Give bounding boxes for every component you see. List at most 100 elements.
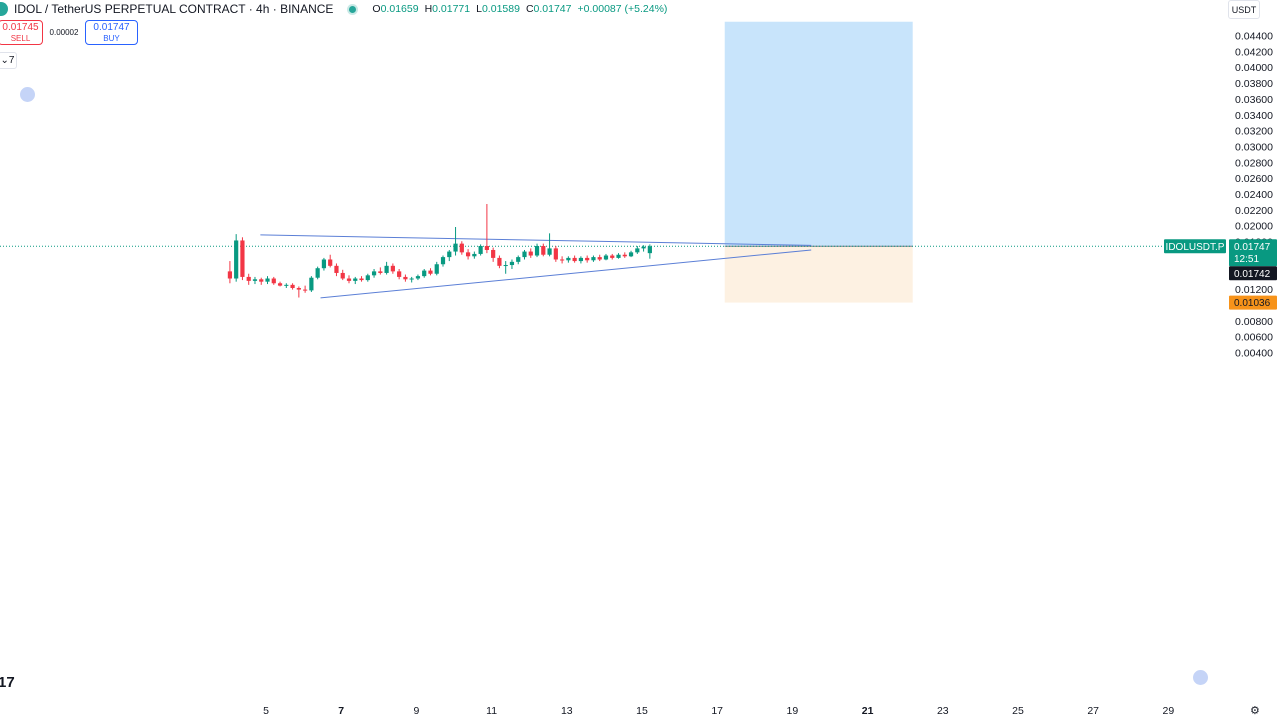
bid-price-tag[interactable]: [1229, 266, 1277, 281]
candle[interactable]: [585, 255, 590, 263]
tradingview-logo[interactable]: 17: [0, 674, 15, 691]
candle[interactable]: [409, 276, 414, 283]
candle[interactable]: [560, 256, 565, 264]
candle[interactable]: [572, 255, 577, 263]
candle[interactable]: [365, 273, 370, 282]
x-axis-tick-label: 15: [636, 705, 648, 716]
candle[interactable]: [472, 251, 477, 259]
candle[interactable]: [516, 255, 521, 265]
stop-loss-zone[interactable]: [724, 246, 913, 303]
candle[interactable]: [390, 263, 395, 274]
sell-button[interactable]: 0.01745 SELL: [0, 20, 43, 45]
candle[interactable]: [491, 247, 496, 262]
candle[interactable]: [328, 254, 333, 268]
candle[interactable]: [459, 241, 464, 255]
candle[interactable]: [547, 233, 552, 257]
trendline-lower[interactable]: [320, 249, 812, 299]
candle[interactable]: [591, 255, 596, 262]
symbol-price-tag[interactable]: [1164, 239, 1226, 254]
indicator-count: 7: [8, 55, 15, 66]
candle[interactable]: [503, 261, 508, 274]
candle[interactable]: [440, 255, 446, 267]
last-price-tag[interactable]: [1229, 239, 1277, 267]
candle-body: [309, 277, 314, 291]
candle[interactable]: [340, 269, 345, 281]
candle[interactable]: [296, 286, 301, 298]
candle[interactable]: [478, 244, 483, 256]
candle[interactable]: [484, 204, 489, 254]
candle[interactable]: [371, 268, 377, 278]
candle[interactable]: [647, 244, 652, 259]
candle[interactable]: [465, 249, 471, 260]
candle[interactable]: [622, 252, 627, 258]
candle[interactable]: [610, 253, 615, 260]
candle[interactable]: [378, 267, 383, 275]
candle[interactable]: [246, 273, 251, 285]
candle[interactable]: [415, 274, 421, 281]
candle[interactable]: [534, 243, 540, 258]
candle[interactable]: [227, 261, 233, 284]
candle[interactable]: [522, 249, 527, 260]
candle[interactable]: [346, 275, 352, 284]
drawing-handle-dot[interactable]: [20, 87, 35, 102]
candle[interactable]: [428, 268, 433, 276]
candle[interactable]: [434, 261, 439, 276]
gear-icon[interactable]: ⚙: [1250, 705, 1260, 717]
candle[interactable]: [453, 226, 458, 256]
candle[interactable]: [240, 237, 245, 281]
y-axis-tick-label: 0.02000: [1235, 221, 1273, 233]
profit-zone[interactable]: [724, 21, 913, 247]
candle[interactable]: [497, 255, 502, 269]
y-axis-tick-label: 0.00400: [1235, 348, 1273, 360]
candle[interactable]: [334, 263, 339, 277]
candle-body: [647, 246, 652, 254]
collapse-indicators-button[interactable]: ⌄ 7: [0, 52, 17, 69]
candle[interactable]: [509, 259, 515, 269]
candle[interactable]: [628, 250, 634, 258]
x-axis-tick-label: 21: [862, 705, 874, 716]
candle[interactable]: [635, 246, 640, 254]
candle[interactable]: [353, 276, 358, 285]
candle[interactable]: [265, 276, 270, 285]
candle[interactable]: [384, 261, 389, 275]
candle[interactable]: [397, 268, 402, 280]
candle[interactable]: [641, 245, 646, 252]
candle[interactable]: [597, 254, 602, 262]
candle[interactable]: [277, 281, 283, 287]
candle[interactable]: [315, 266, 320, 280]
candle[interactable]: [541, 243, 546, 257]
candle[interactable]: [566, 256, 571, 263]
candle[interactable]: [578, 256, 584, 264]
candle[interactable]: [309, 276, 314, 292]
candle[interactable]: [528, 248, 533, 258]
symbol-title[interactable]: IDOL / TetherUS PERPETUAL CONTRACT · 4h …: [14, 2, 334, 16]
candle-body: [560, 259, 565, 261]
candle[interactable]: [234, 234, 239, 282]
stop-price-tag[interactable]: [1229, 295, 1277, 310]
candle[interactable]: [603, 253, 609, 261]
buy-button[interactable]: 0.01747 BUY: [85, 20, 138, 45]
currency-button[interactable]: USDT: [1228, 0, 1260, 19]
candle[interactable]: [303, 285, 308, 293]
x-axis-tick-label: 23: [937, 705, 949, 716]
candle-body: [591, 257, 596, 261]
candle[interactable]: [359, 276, 364, 282]
candle-body: [321, 259, 327, 269]
candle[interactable]: [252, 276, 258, 285]
y-axis-tick-label: 0.02600: [1235, 173, 1273, 185]
candle[interactable]: [259, 277, 264, 285]
candle[interactable]: [290, 283, 295, 290]
candle[interactable]: [553, 246, 558, 262]
scroll-handle-dot[interactable]: [1193, 670, 1208, 685]
candle[interactable]: [284, 283, 289, 289]
candle-body: [353, 278, 358, 281]
trendline-upper[interactable]: [260, 234, 812, 246]
candle[interactable]: [422, 268, 427, 278]
candle[interactable]: [616, 253, 621, 259]
candle[interactable]: [447, 249, 452, 262]
candle[interactable]: [271, 276, 276, 285]
candle[interactable]: [321, 257, 327, 271]
candle[interactable]: [403, 274, 408, 282]
y-axis-tick-label: 0.03200: [1235, 126, 1273, 138]
